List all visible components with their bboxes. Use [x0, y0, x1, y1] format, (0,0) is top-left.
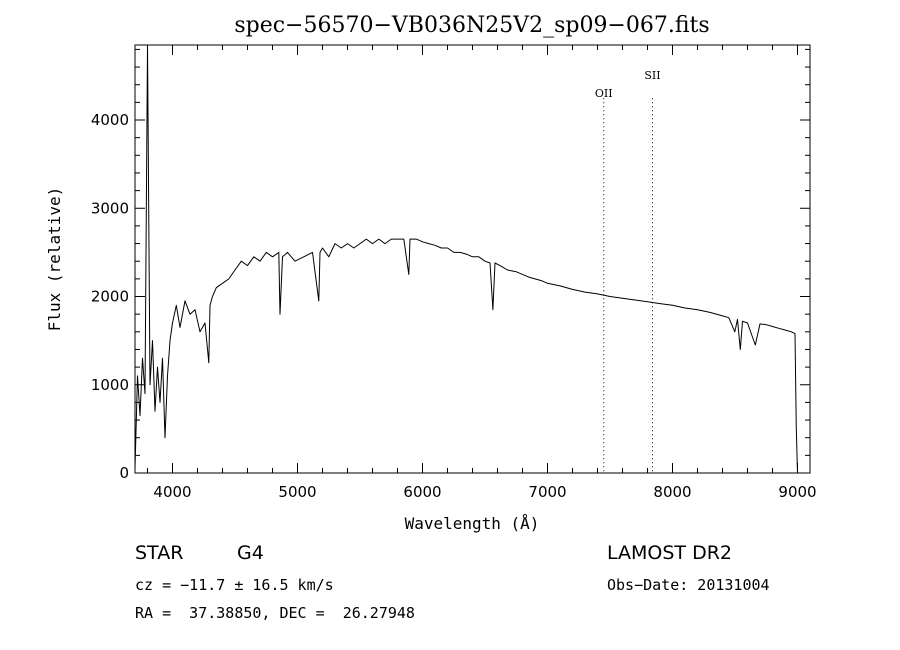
- x-tick-label: 5000: [278, 483, 316, 501]
- line-markers: OII SII: [595, 69, 661, 473]
- spectrum-line: [134, 44, 798, 474]
- obs-date: Obs−Date: 20131004: [607, 576, 770, 594]
- x-tick-label: 7000: [528, 483, 566, 501]
- line-marker-label: OII: [595, 87, 613, 100]
- x-axis-label: Wavelength (Å): [405, 514, 540, 533]
- y-axis-label: Flux (relative): [45, 187, 64, 332]
- y-tick-label: 2000: [91, 288, 129, 306]
- spectrum-series: [134, 44, 798, 474]
- redshift-text: cz = −11.7 ± 16.5 km/s: [135, 576, 334, 594]
- y-tick-label: 1000: [91, 376, 129, 394]
- plot-border: [134, 44, 811, 474]
- coordinates-text: RA = 37.38850, DEC = 26.27948: [135, 604, 415, 622]
- x-tick-label: 4000: [153, 483, 191, 501]
- plot-frame: [134, 44, 811, 474]
- survey-name: LAMOST DR2: [607, 542, 732, 564]
- line-marker-label: SII: [644, 69, 660, 82]
- object-type: STAR: [135, 542, 184, 564]
- y-tick-label: 4000: [91, 111, 129, 129]
- x-tick-label: 8000: [653, 483, 691, 501]
- y-tick-label: 3000: [91, 199, 129, 217]
- y-axis-ticks: 0 1000 2000 3000 4000: [91, 48, 810, 482]
- x-tick-label: 9000: [778, 483, 816, 501]
- chart-title: spec−56570−VB036N25V2_sp09−067.fits: [234, 13, 709, 38]
- x-tick-label: 6000: [403, 483, 441, 501]
- x-axis-ticks: 4000 5000 6000 7000 8000 9000: [147, 45, 817, 501]
- y-tick-label: 0: [119, 464, 129, 482]
- spectral-subclass: G4: [237, 542, 264, 564]
